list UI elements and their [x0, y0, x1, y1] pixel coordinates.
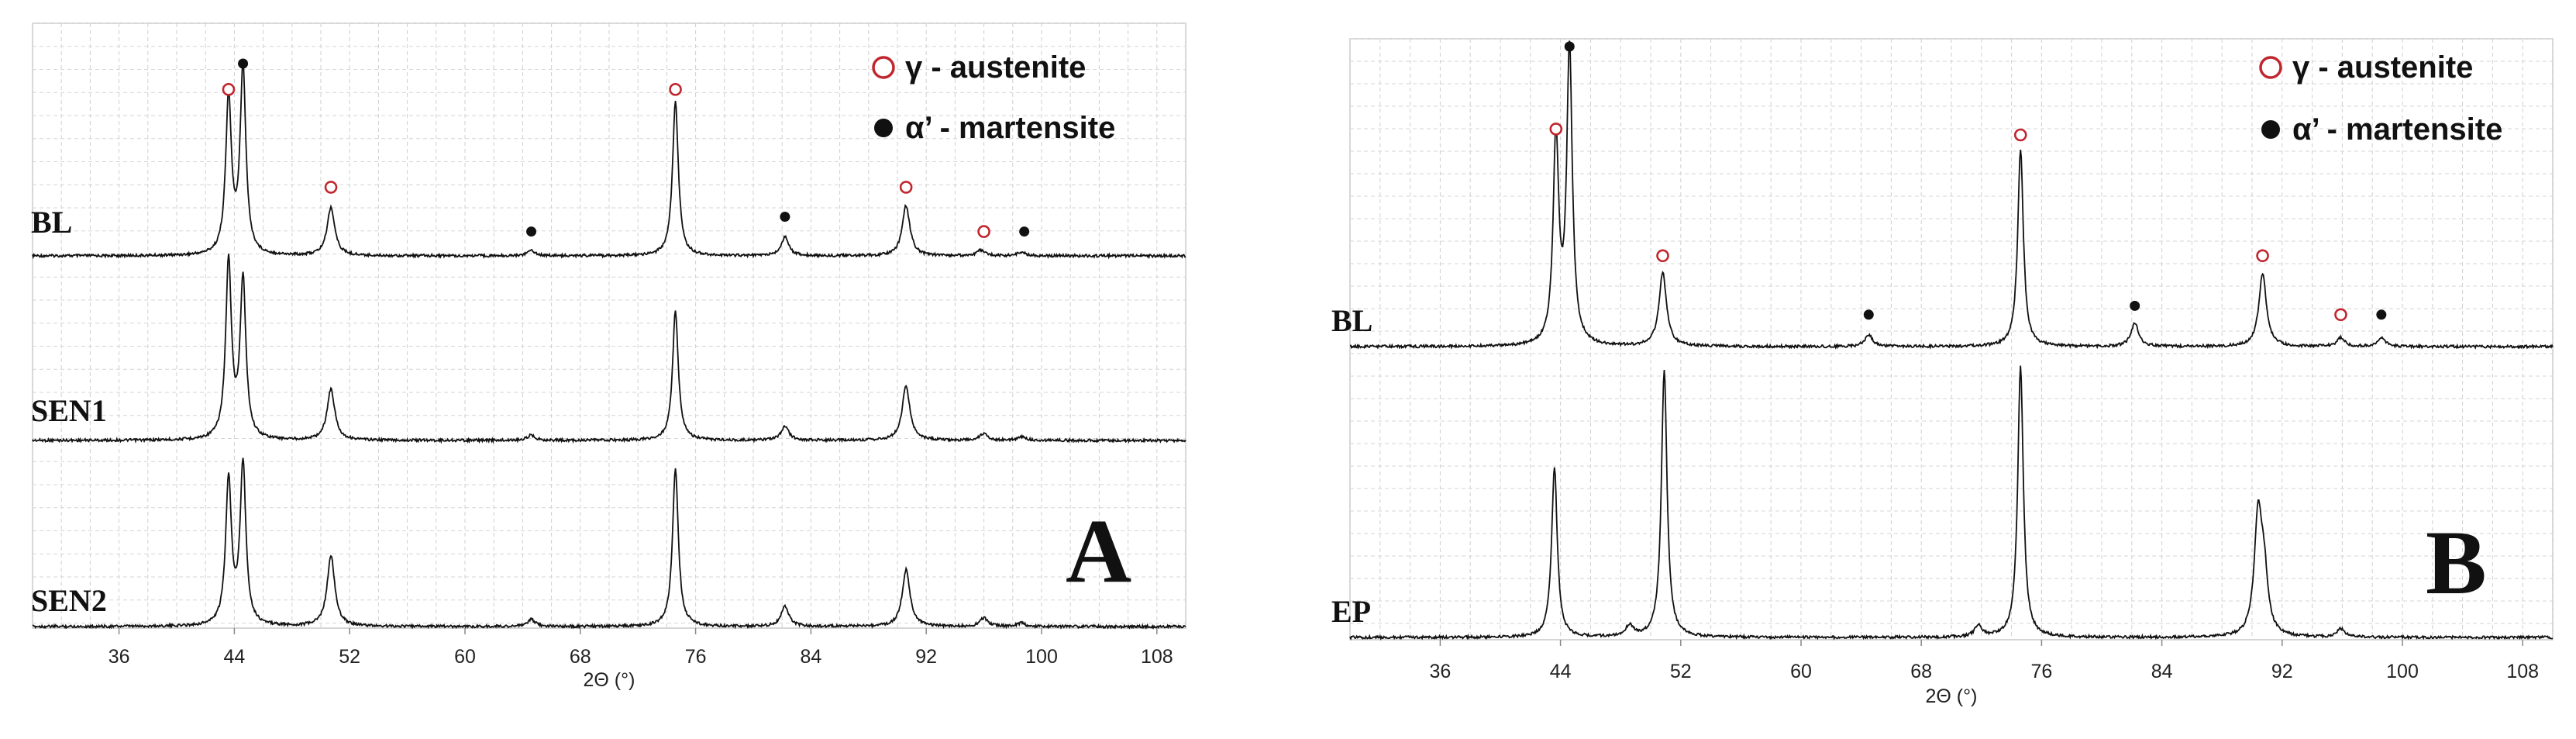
legend-martensite-label: α’ - martensite	[2292, 112, 2502, 147]
x-axis-title: 2Θ (°)	[1926, 685, 1978, 707]
x-axis: 36 44 52 60 68 76 84 92 100 108 2Θ (°)	[1429, 640, 2539, 707]
xrd-trace-bl	[1350, 40, 2554, 350]
trace-labels: BL EP	[1331, 303, 1372, 629]
xrd-traces	[1349, 40, 2554, 641]
austenite-marker	[2334, 308, 2347, 322]
trace-label-ep: EP	[1331, 594, 1371, 629]
austenite-marker	[324, 181, 338, 194]
austenite-marker	[669, 83, 682, 96]
x-tick-label: 84	[800, 646, 821, 668]
x-tick-label: 52	[1670, 661, 1692, 682]
austenite-marker	[2013, 128, 2027, 142]
x-tick-label: 44	[1550, 661, 1572, 682]
phase-markers	[222, 58, 1030, 238]
x-tick-label: 76	[685, 646, 707, 668]
trace-labels: BL SEN1 SEN2	[31, 205, 107, 618]
austenite-marker	[222, 83, 236, 96]
martensite-marker	[2130, 300, 2140, 311]
trace-label-bl: BL	[31, 205, 72, 240]
panel-letter: A	[1066, 500, 1131, 602]
x-tick-label: 36	[108, 646, 130, 668]
x-tick-label: 68	[1910, 661, 1932, 682]
martensite-marker	[238, 58, 249, 69]
legend-austenite-label: γ - austenite	[2292, 50, 2473, 85]
martensite-marker	[1019, 226, 1030, 237]
x-tick-label: 100	[1025, 646, 1058, 668]
x-tick-label: 76	[2030, 661, 2052, 682]
legend: γ - austenite α’ - martensite	[872, 50, 1115, 145]
x-tick-label: 108	[2506, 661, 2539, 682]
xrd-trace-bl	[32, 62, 1186, 260]
trace-label-sen1: SEN1	[31, 393, 107, 428]
chart-panel-b: 36 44 52 60 68 76 84 92 100 108 2Θ (°) BL EP γ - au…	[1317, 0, 2576, 739]
austenite-marker	[899, 181, 913, 194]
x-tick-label: 108	[1141, 646, 1173, 668]
austenite-marker	[977, 225, 990, 238]
chart-b-svg: 36 44 52 60 68 76 84 92 100 108 2Θ (°) BL EP γ - au…	[1331, 38, 2554, 707]
x-tick-label: 92	[2271, 661, 2293, 682]
x-tick-label: 44	[223, 646, 245, 668]
x-tick-label: 68	[570, 646, 591, 668]
x-tick-label: 36	[1429, 661, 1451, 682]
austenite-marker	[1549, 123, 1563, 136]
xrd-trace-sen1	[32, 254, 1186, 444]
martensite-marker	[526, 226, 537, 237]
xrd-trace-sen2	[32, 458, 1186, 630]
legend-martensite-label: α’ - martensite	[905, 111, 1115, 145]
legend-martensite-symbol	[2261, 120, 2280, 139]
legend: γ - austenite α’ - martensite	[2259, 50, 2502, 147]
x-tick-label: 84	[2151, 661, 2173, 682]
phase-markers	[1549, 41, 2387, 322]
xrd-trace-ep	[1349, 365, 2554, 641]
legend-martensite-symbol	[874, 119, 893, 137]
x-axis-title: 2Θ (°)	[584, 669, 635, 691]
chart-panel-a: 36 44 52 60 68 76 84 92 100 108 2Θ (°) BL SEN1 SEN2 …	[0, 0, 1209, 739]
panel-letter: B	[2426, 512, 2487, 613]
x-tick-label: 60	[1790, 661, 1812, 682]
martensite-marker	[1564, 41, 1575, 52]
trace-label-sen2: SEN2	[31, 583, 107, 618]
legend-austenite-symbol	[2259, 56, 2282, 79]
martensite-marker	[2376, 309, 2387, 320]
x-axis: 36 44 52 60 68 76 84 92 100 108 2Θ (°)	[108, 628, 1173, 691]
x-tick-label: 92	[915, 646, 937, 668]
x-tick-label: 52	[339, 646, 360, 668]
legend-austenite-label: γ - austenite	[905, 50, 1086, 85]
legend-austenite-symbol	[872, 56, 895, 79]
xrd-traces	[32, 62, 1186, 630]
trace-label-bl: BL	[1331, 303, 1372, 338]
martensite-marker	[1863, 309, 1874, 320]
martensite-marker	[780, 212, 790, 223]
x-tick-label: 60	[454, 646, 476, 668]
x-tick-label: 100	[2386, 661, 2419, 682]
austenite-marker	[1656, 249, 1669, 263]
austenite-marker	[2256, 249, 2269, 263]
